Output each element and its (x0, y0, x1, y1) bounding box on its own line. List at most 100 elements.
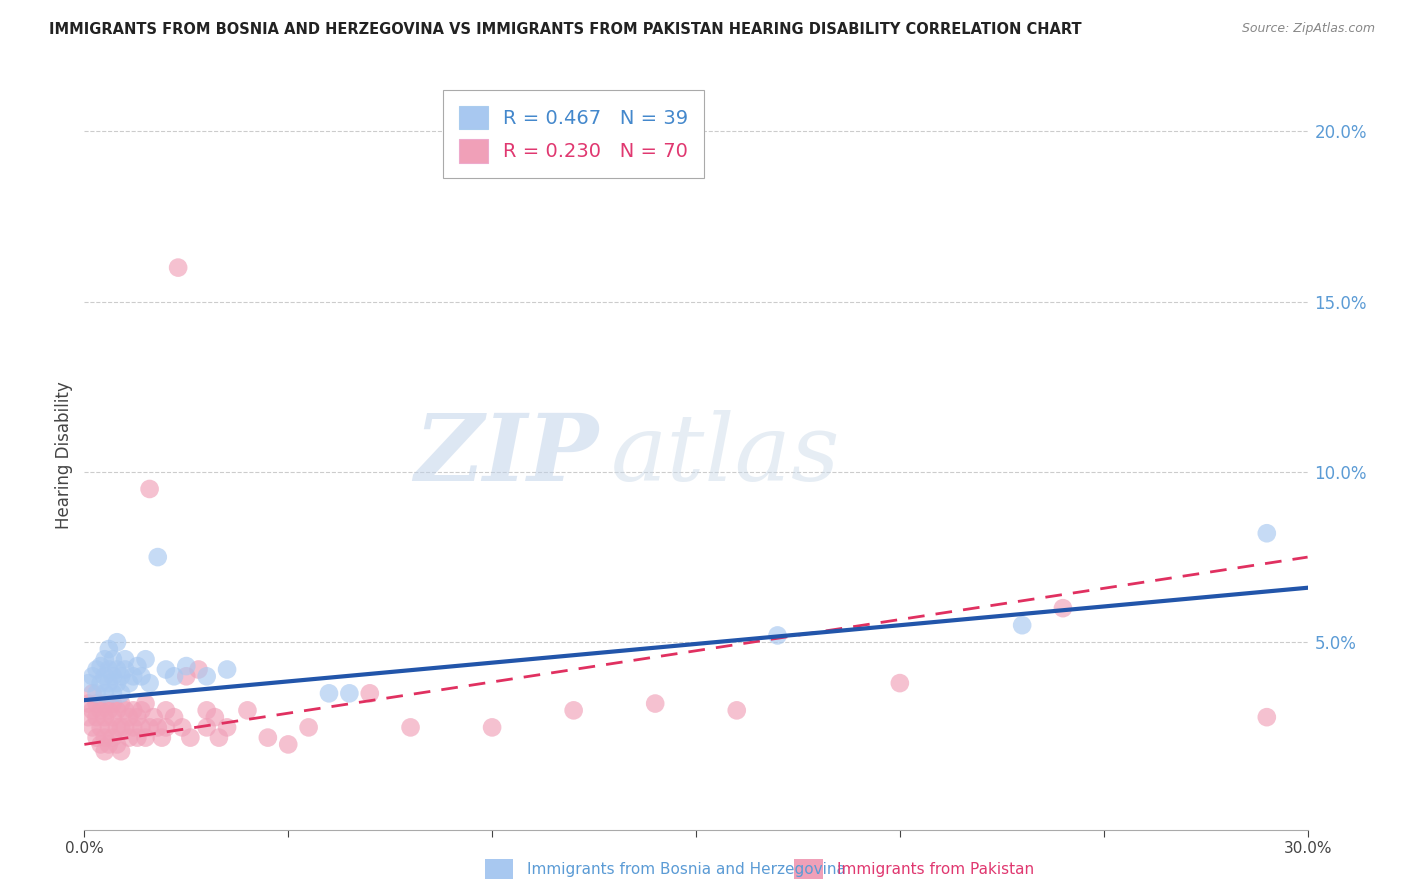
Point (1052, 601, 1074, 615)
Point (101, 686, 124, 700)
Point (163, 669, 186, 683)
Point (105, 703, 128, 717)
Point (155, 720, 177, 734)
Point (318, 686, 340, 700)
Point (208, 731, 231, 745)
Point (174, 659, 197, 673)
Point (93, 652, 115, 666)
Point (114, 652, 136, 666)
Point (86, 710, 108, 724)
Point (118, 676, 141, 690)
Point (86, 731, 108, 745)
Point (204, 710, 226, 724)
Point (110, 697, 132, 711)
Text: Immigrants from Bosnia and Herzegovina: Immigrants from Bosnia and Herzegovina (527, 863, 846, 877)
Point (82, 686, 104, 700)
Point (97, 663, 120, 677)
Point (127, 710, 149, 724)
Point (101, 710, 124, 724)
Point (105, 663, 128, 677)
Y-axis label: Hearing Disability: Hearing Disability (55, 381, 73, 529)
Point (127, 659, 149, 673)
Point (1256, 526, 1278, 541)
Text: Source: ZipAtlas.com: Source: ZipAtlas.com (1241, 22, 1375, 36)
Point (257, 731, 280, 745)
Point (101, 731, 124, 745)
Point (146, 550, 169, 565)
Point (97, 642, 120, 657)
Point (138, 482, 160, 496)
Point (77, 710, 100, 724)
Text: Immigrants from Pakistan: Immigrants from Pakistan (837, 863, 1033, 877)
Point (97, 738, 120, 752)
Point (195, 669, 218, 683)
Point (101, 652, 124, 666)
Point (105, 738, 128, 752)
Point (90, 659, 112, 673)
Point (110, 669, 132, 683)
Point (101, 697, 124, 711)
Point (122, 669, 145, 683)
Point (155, 703, 177, 717)
Point (90, 676, 112, 690)
Point (135, 652, 157, 666)
Point (93, 669, 115, 683)
Point (93, 710, 115, 724)
Point (114, 663, 136, 677)
Point (105, 720, 128, 734)
Point (93, 686, 115, 700)
Point (195, 720, 218, 734)
Text: ZIP: ZIP (413, 410, 598, 500)
Point (174, 669, 197, 683)
Point (110, 744, 132, 758)
Point (142, 710, 165, 724)
Point (1011, 618, 1033, 632)
Point (725, 703, 748, 717)
Point (217, 663, 239, 677)
Point (110, 720, 132, 734)
Point (298, 720, 321, 734)
Point (217, 720, 239, 734)
Point (110, 686, 132, 700)
Point (93, 731, 115, 745)
Point (82, 669, 104, 683)
Point (131, 720, 153, 734)
Point (122, 720, 145, 734)
Point (127, 731, 149, 745)
Point (86, 686, 108, 700)
Point (562, 703, 585, 717)
Point (644, 697, 666, 711)
Point (1256, 710, 1278, 724)
Point (93, 744, 115, 758)
Legend: R = 0.467   N = 39, R = 0.230   N = 70: R = 0.467 N = 39, R = 0.230 N = 70 (443, 90, 704, 178)
Point (105, 635, 128, 649)
Point (86, 697, 108, 711)
Point (135, 697, 157, 711)
Point (146, 720, 169, 734)
Point (195, 703, 218, 717)
Point (114, 703, 136, 717)
Point (172, 720, 194, 734)
Point (82, 703, 104, 717)
Text: atlas: atlas (610, 410, 839, 500)
Point (138, 676, 160, 690)
Point (82, 720, 104, 734)
Point (339, 686, 361, 700)
Point (236, 703, 259, 717)
Point (167, 260, 190, 275)
Point (187, 663, 209, 677)
Point (359, 686, 381, 700)
Point (179, 731, 201, 745)
Point (77, 676, 100, 690)
Point (118, 731, 141, 745)
Point (90, 720, 112, 734)
Point (277, 738, 299, 752)
Point (97, 676, 120, 690)
Point (97, 703, 120, 717)
Point (101, 669, 124, 683)
Point (131, 669, 153, 683)
Text: IMMIGRANTS FROM BOSNIA AND HERZEGOVINA VS IMMIGRANTS FROM PAKISTAN HEARING DISAB: IMMIGRANTS FROM BOSNIA AND HERZEGOVINA V… (49, 22, 1081, 37)
Point (122, 703, 145, 717)
Point (138, 720, 160, 734)
Point (93, 697, 115, 711)
